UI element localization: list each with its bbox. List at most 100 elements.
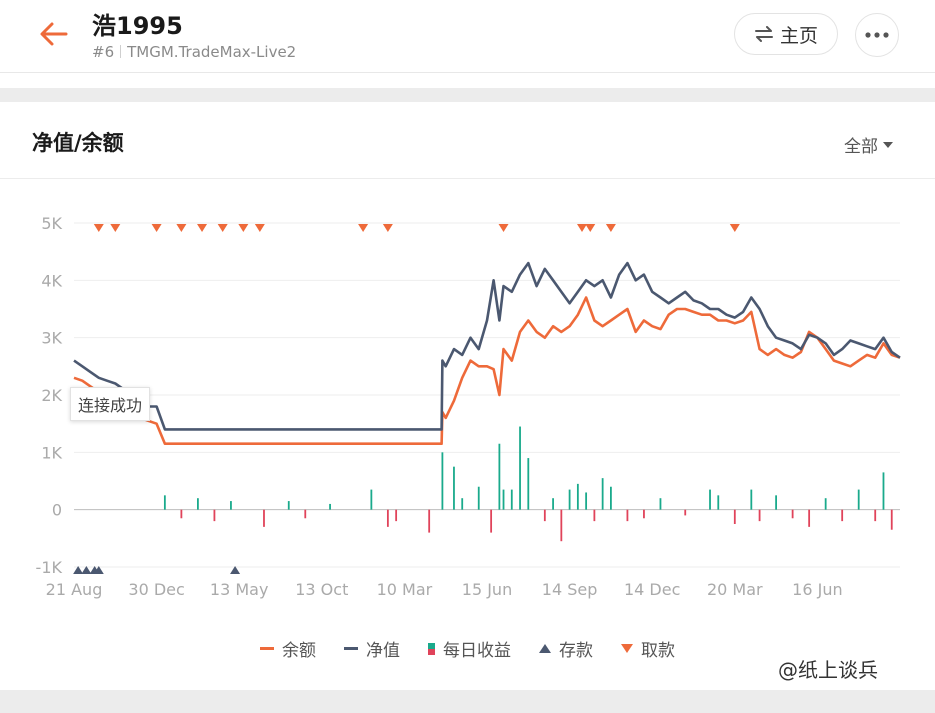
- x-tick-label: 30 Dec: [128, 580, 184, 599]
- deposit-marker: [81, 566, 92, 574]
- profit-bar: [197, 498, 199, 510]
- deposit-marker: [93, 566, 104, 574]
- profit-bar: [263, 509, 265, 527]
- card-title: 净值/余额: [32, 131, 124, 155]
- profit-bar: [857, 489, 860, 510]
- profit-bar: [874, 509, 877, 522]
- withdrawal-marker: [238, 224, 249, 232]
- profit-bar: [709, 489, 711, 510]
- profit-bar: [428, 509, 431, 533]
- deposit-marker: [230, 566, 241, 574]
- triangle-down-icon: [621, 644, 633, 653]
- y-tick-label: 3K: [41, 329, 62, 348]
- account-subtitle: #6 TMGM.TradeMax-Live2: [92, 43, 296, 61]
- section-gap: [0, 88, 935, 102]
- legend-label: 取款: [641, 641, 675, 661]
- profit-bar: [717, 495, 720, 510]
- more-button[interactable]: [855, 13, 899, 57]
- app-header: 浩1995 #6 TMGM.TradeMax-Live2 主页: [0, 0, 935, 73]
- profit-bar: [527, 458, 530, 510]
- profit-bar: [163, 495, 166, 510]
- legend-line-swatch: [260, 647, 274, 650]
- profit-bar: [519, 426, 521, 510]
- legend-label: 余额: [282, 641, 316, 661]
- x-tick-label: 14 Sep: [542, 580, 598, 599]
- home-button[interactable]: 主页: [734, 13, 838, 55]
- profit-bar: [560, 509, 563, 542]
- profit-bar: [684, 509, 687, 516]
- y-tick-label: 1K: [41, 443, 62, 462]
- legend-bar-swatch: [428, 642, 435, 655]
- profit-bar: [453, 466, 455, 510]
- legend-label: 每日收益: [443, 641, 511, 661]
- legend-item-withdrawal[interactable]: 取款: [621, 636, 675, 661]
- dropdown-caret-icon: [883, 141, 893, 148]
- triangle-up-icon: [539, 644, 551, 653]
- profit-bar: [490, 509, 493, 533]
- profit-bar: [386, 509, 389, 527]
- profit-bar: [841, 509, 844, 522]
- withdrawal-marker: [151, 224, 162, 232]
- profit-bar: [733, 509, 736, 524]
- profit-bar: [477, 486, 480, 510]
- chart-legend: 余额 净值 每日收益 存款 取款: [0, 636, 935, 661]
- connection-tooltip: 连接成功: [70, 387, 151, 421]
- withdrawal-marker: [585, 224, 596, 232]
- withdrawal-marker: [729, 224, 740, 232]
- withdrawal-marker: [358, 224, 369, 232]
- equity-line: [73, 261, 901, 431]
- withdrawal-marker: [217, 224, 228, 232]
- profit-bar: [441, 452, 444, 510]
- profit-bar: [626, 509, 629, 522]
- y-tick-label: 4K: [41, 271, 62, 290]
- profit-bar: [510, 489, 513, 510]
- profit-bar: [287, 501, 290, 510]
- legend-line-swatch: [344, 647, 358, 650]
- withdrawal-marker: [576, 224, 587, 232]
- profit-bar: [543, 509, 546, 522]
- section-gap-bottom: [0, 690, 935, 713]
- legend-item-balance[interactable]: 余额: [260, 636, 316, 661]
- equity-balance-chart: 5K 4K 3K 2K 1K 0 -1K 21 Aug 30 Dec 13 May 13 Oct 10…: [36, 214, 901, 599]
- account-id: #6: [92, 43, 115, 61]
- withdrawal-marker: [93, 224, 104, 232]
- profit-bar: [213, 509, 216, 522]
- legend-item-daily-profit[interactable]: 每日收益: [428, 636, 511, 661]
- withdrawal-marker: [605, 224, 616, 232]
- legend-label: 存款: [559, 641, 593, 661]
- profit-bar: [498, 443, 501, 510]
- profit-bar: [890, 509, 893, 530]
- back-arrow-icon[interactable]: [36, 18, 72, 50]
- more-icon: [865, 32, 889, 38]
- profit-bar: [370, 489, 373, 510]
- profit-bar: [585, 492, 588, 510]
- y-tick-label: 0: [52, 501, 62, 520]
- legend-item-deposit[interactable]: 存款: [539, 636, 593, 661]
- y-tick-label: -1K: [36, 558, 63, 577]
- x-tick-label: 10 Mar: [377, 580, 433, 599]
- withdrawal-marker: [254, 224, 265, 232]
- balance-line: [73, 296, 901, 446]
- x-tick-label: 13 Oct: [295, 580, 348, 599]
- x-tick-label: 15 Jun: [462, 580, 512, 599]
- account-title: 浩1995: [92, 12, 183, 40]
- profit-bar: [882, 472, 885, 510]
- profit-bar: [576, 483, 579, 510]
- withdrawal-marker: [498, 224, 509, 232]
- profit-bar: [180, 509, 183, 519]
- home-button-label: 主页: [779, 24, 818, 47]
- x-tick-label: 20 Mar: [707, 580, 763, 599]
- profit-bar: [552, 498, 554, 510]
- profit-bar: [659, 498, 662, 510]
- profit-bar: [568, 489, 571, 510]
- profit-bar: [230, 501, 232, 510]
- profit-bar: [593, 509, 596, 522]
- profit-bar: [808, 509, 811, 527]
- legend-label: 净值: [366, 641, 400, 661]
- profit-bar: [824, 498, 827, 510]
- range-selector[interactable]: 全部: [844, 132, 893, 157]
- withdrawal-marker: [110, 224, 121, 232]
- legend-item-equity[interactable]: 净值: [344, 636, 400, 661]
- profit-bar: [304, 509, 307, 519]
- x-tick-label: 13 May: [210, 580, 269, 599]
